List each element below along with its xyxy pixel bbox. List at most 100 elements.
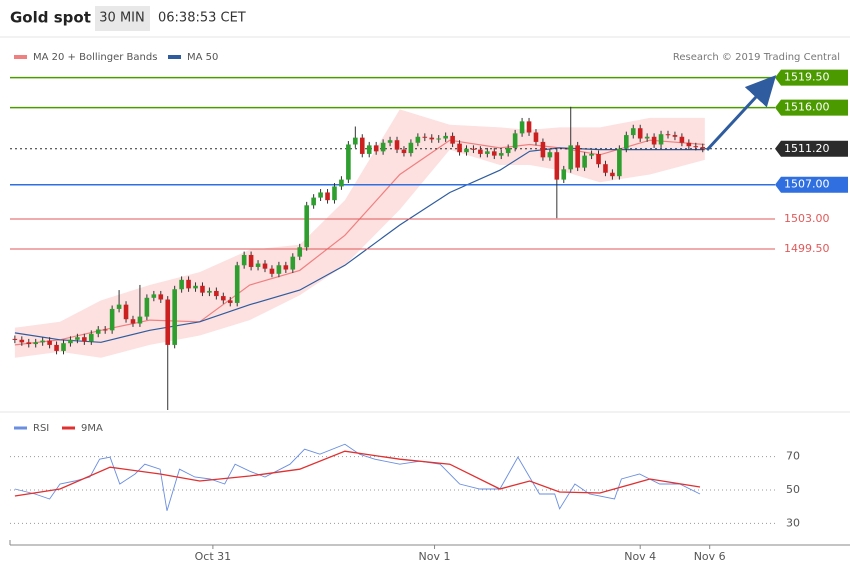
candle-body xyxy=(359,137,365,154)
candle-body xyxy=(443,135,448,139)
candle-body xyxy=(464,148,469,153)
candle-body xyxy=(221,296,226,301)
candle-body xyxy=(617,148,622,177)
level-label: 1516.00 xyxy=(784,101,830,114)
candle-body xyxy=(82,337,87,342)
candle-body xyxy=(304,205,309,248)
candle-body xyxy=(33,342,39,345)
candle-body xyxy=(214,290,219,297)
candle-body xyxy=(450,135,455,144)
candle-body xyxy=(290,256,296,270)
candle-body xyxy=(227,300,233,303)
candle-body xyxy=(526,121,532,133)
candle-body xyxy=(200,285,205,293)
candle-body xyxy=(700,147,706,149)
candle-body xyxy=(380,142,386,152)
candle-body xyxy=(679,136,685,143)
legend-label: RSI xyxy=(33,423,49,434)
candle-body xyxy=(68,339,73,344)
candle-body xyxy=(255,263,261,267)
candle-body xyxy=(471,148,476,150)
candle-body xyxy=(172,289,177,345)
x-tick-label: Oct 31 xyxy=(195,550,232,563)
candle-body xyxy=(624,135,629,149)
candle-body xyxy=(19,339,25,343)
candle-body xyxy=(54,344,59,351)
x-tick-label: Nov 4 xyxy=(624,550,656,563)
legend-label: MA 50 xyxy=(187,52,218,63)
legend-label: 9MA xyxy=(81,423,103,434)
candle-body xyxy=(269,268,275,274)
candle-body xyxy=(401,149,407,154)
candle-body xyxy=(95,329,101,334)
time: 06:38:53 CET xyxy=(158,11,246,26)
plot: MA 20 + Bollinger Bands MA 50 1519.50 1516.… xyxy=(10,52,848,563)
candle-body xyxy=(234,265,240,303)
candle-body xyxy=(436,138,442,140)
candle-body xyxy=(540,141,546,158)
candle-body xyxy=(102,329,108,331)
candle-body xyxy=(283,265,289,270)
candle-body xyxy=(109,308,115,331)
candle-body xyxy=(505,147,511,154)
candle-body xyxy=(533,132,539,142)
candle-body xyxy=(394,140,400,150)
candle-body xyxy=(137,316,143,324)
level-label-box xyxy=(775,99,848,116)
candle-body xyxy=(603,164,608,173)
candle-body xyxy=(26,342,32,345)
candle-body xyxy=(589,153,594,156)
candle-body xyxy=(568,145,574,170)
timeframe-box xyxy=(95,6,150,31)
candle-body xyxy=(415,136,421,143)
y-tick-label: 50 xyxy=(786,483,800,496)
candle-body xyxy=(596,153,601,165)
level-label-box xyxy=(775,140,848,157)
candle-body xyxy=(47,340,52,345)
candle-body xyxy=(686,142,692,147)
y-tick-label: 30 xyxy=(786,516,800,529)
candle-body xyxy=(429,137,435,140)
candle-body xyxy=(498,153,504,156)
candle-body xyxy=(519,121,525,134)
candle-body xyxy=(40,340,45,343)
candle-body xyxy=(276,265,282,274)
candle-body xyxy=(318,192,323,198)
level-label: 1507.00 xyxy=(784,178,830,191)
candle-body xyxy=(575,145,580,168)
candle-body xyxy=(325,192,330,201)
candle-body xyxy=(186,279,191,289)
candle-body xyxy=(491,151,497,156)
candle-body xyxy=(658,134,664,145)
candle-body xyxy=(512,133,518,148)
candle-body xyxy=(144,297,150,317)
level-label: 1519.50 xyxy=(784,71,830,84)
candle-body xyxy=(332,186,337,201)
candle-body xyxy=(672,135,678,137)
candle-body xyxy=(248,254,254,267)
legend-label: MA 20 + Bollinger Bands xyxy=(33,52,157,63)
timeframe[interactable]: 30 MIN xyxy=(99,11,144,26)
rsi-line xyxy=(14,450,701,497)
candle-body xyxy=(478,149,483,154)
candle-body xyxy=(262,263,268,269)
candle-body xyxy=(346,144,351,180)
candle-body xyxy=(193,285,198,289)
candle-body xyxy=(693,146,699,148)
candle-body xyxy=(116,304,122,309)
bollinger-band xyxy=(14,109,705,358)
candle-body xyxy=(547,152,553,158)
candle-body xyxy=(582,155,587,168)
rsi-line xyxy=(14,443,701,511)
candle-body xyxy=(311,197,316,206)
candle-body xyxy=(123,304,129,320)
candle-body xyxy=(665,134,671,136)
candle-body xyxy=(297,247,303,257)
candle-body xyxy=(61,343,66,351)
x-tick-label: Nov 1 xyxy=(419,550,451,563)
candle-body xyxy=(165,299,171,345)
candle-body xyxy=(554,152,560,180)
level-label-box xyxy=(775,176,848,193)
candle-body xyxy=(373,145,379,152)
